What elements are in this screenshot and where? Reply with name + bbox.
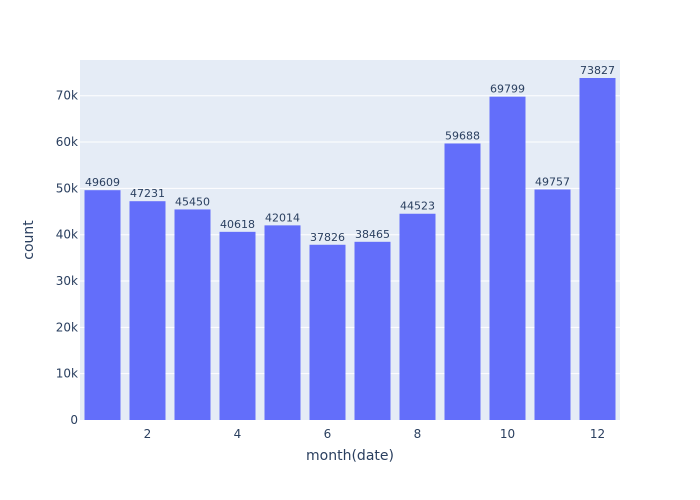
y-tick-label: 70k — [56, 89, 78, 103]
bar[interactable] — [399, 213, 436, 420]
bar[interactable] — [309, 244, 346, 420]
data-labels: 49609 47231 45450 40618 42014 37826 38465 44523… — [85, 64, 615, 244]
x-tick-label: 10 — [500, 427, 515, 441]
bar[interactable] — [264, 225, 301, 420]
y-tick-label: 20k — [56, 320, 78, 334]
y-tick-label: 0 — [70, 413, 78, 427]
bar[interactable] — [174, 209, 211, 420]
x-tick-label: 4 — [234, 427, 242, 441]
x-tick-label: 12 — [590, 427, 605, 441]
bar[interactable] — [354, 241, 391, 420]
bar-data-label: 47231 — [130, 187, 165, 200]
y-tick-label: 40k — [56, 228, 78, 242]
y-axis-title: count — [21, 220, 37, 260]
y-tick-label: 60k — [56, 135, 78, 149]
y-tick-label: 10k — [56, 367, 78, 381]
bar[interactable] — [84, 190, 121, 420]
x-tick-label: 2 — [144, 427, 152, 441]
bar[interactable] — [534, 189, 571, 420]
bar-data-label: 38465 — [355, 228, 390, 241]
x-axis-title: month(date) — [306, 448, 394, 464]
x-axis-ticks: 2 4 6 8 10 12 — [144, 427, 605, 441]
bar[interactable] — [579, 77, 616, 420]
bars — [84, 77, 616, 421]
gridlines — [80, 95, 620, 375]
bar-data-label: 69799 — [490, 83, 525, 96]
bar-data-label: 44523 — [400, 200, 435, 213]
bar-data-label: 42014 — [265, 211, 300, 224]
bar-data-label: 37826 — [310, 231, 345, 244]
bar-data-label: 73827 — [580, 64, 615, 77]
y-tick-label: 50k — [56, 181, 78, 195]
bar[interactable] — [444, 143, 481, 421]
bar[interactable] — [219, 231, 256, 420]
x-tick-label: 8 — [414, 427, 422, 441]
bar-data-label: 59688 — [445, 129, 480, 142]
plot-area — [80, 60, 620, 420]
bar-data-label: 40618 — [220, 218, 255, 231]
y-tick-label: 30k — [56, 274, 78, 288]
bar[interactable] — [489, 96, 526, 420]
bar-data-label: 49609 — [85, 176, 120, 189]
bar-data-label: 49757 — [535, 176, 570, 189]
x-tick-label: 6 — [324, 427, 332, 441]
bar-data-label: 45450 — [175, 195, 210, 208]
y-axis-ticks: 0 10k 20k 30k 40k 50k 60k 70k — [56, 89, 78, 427]
bar[interactable] — [129, 201, 166, 420]
